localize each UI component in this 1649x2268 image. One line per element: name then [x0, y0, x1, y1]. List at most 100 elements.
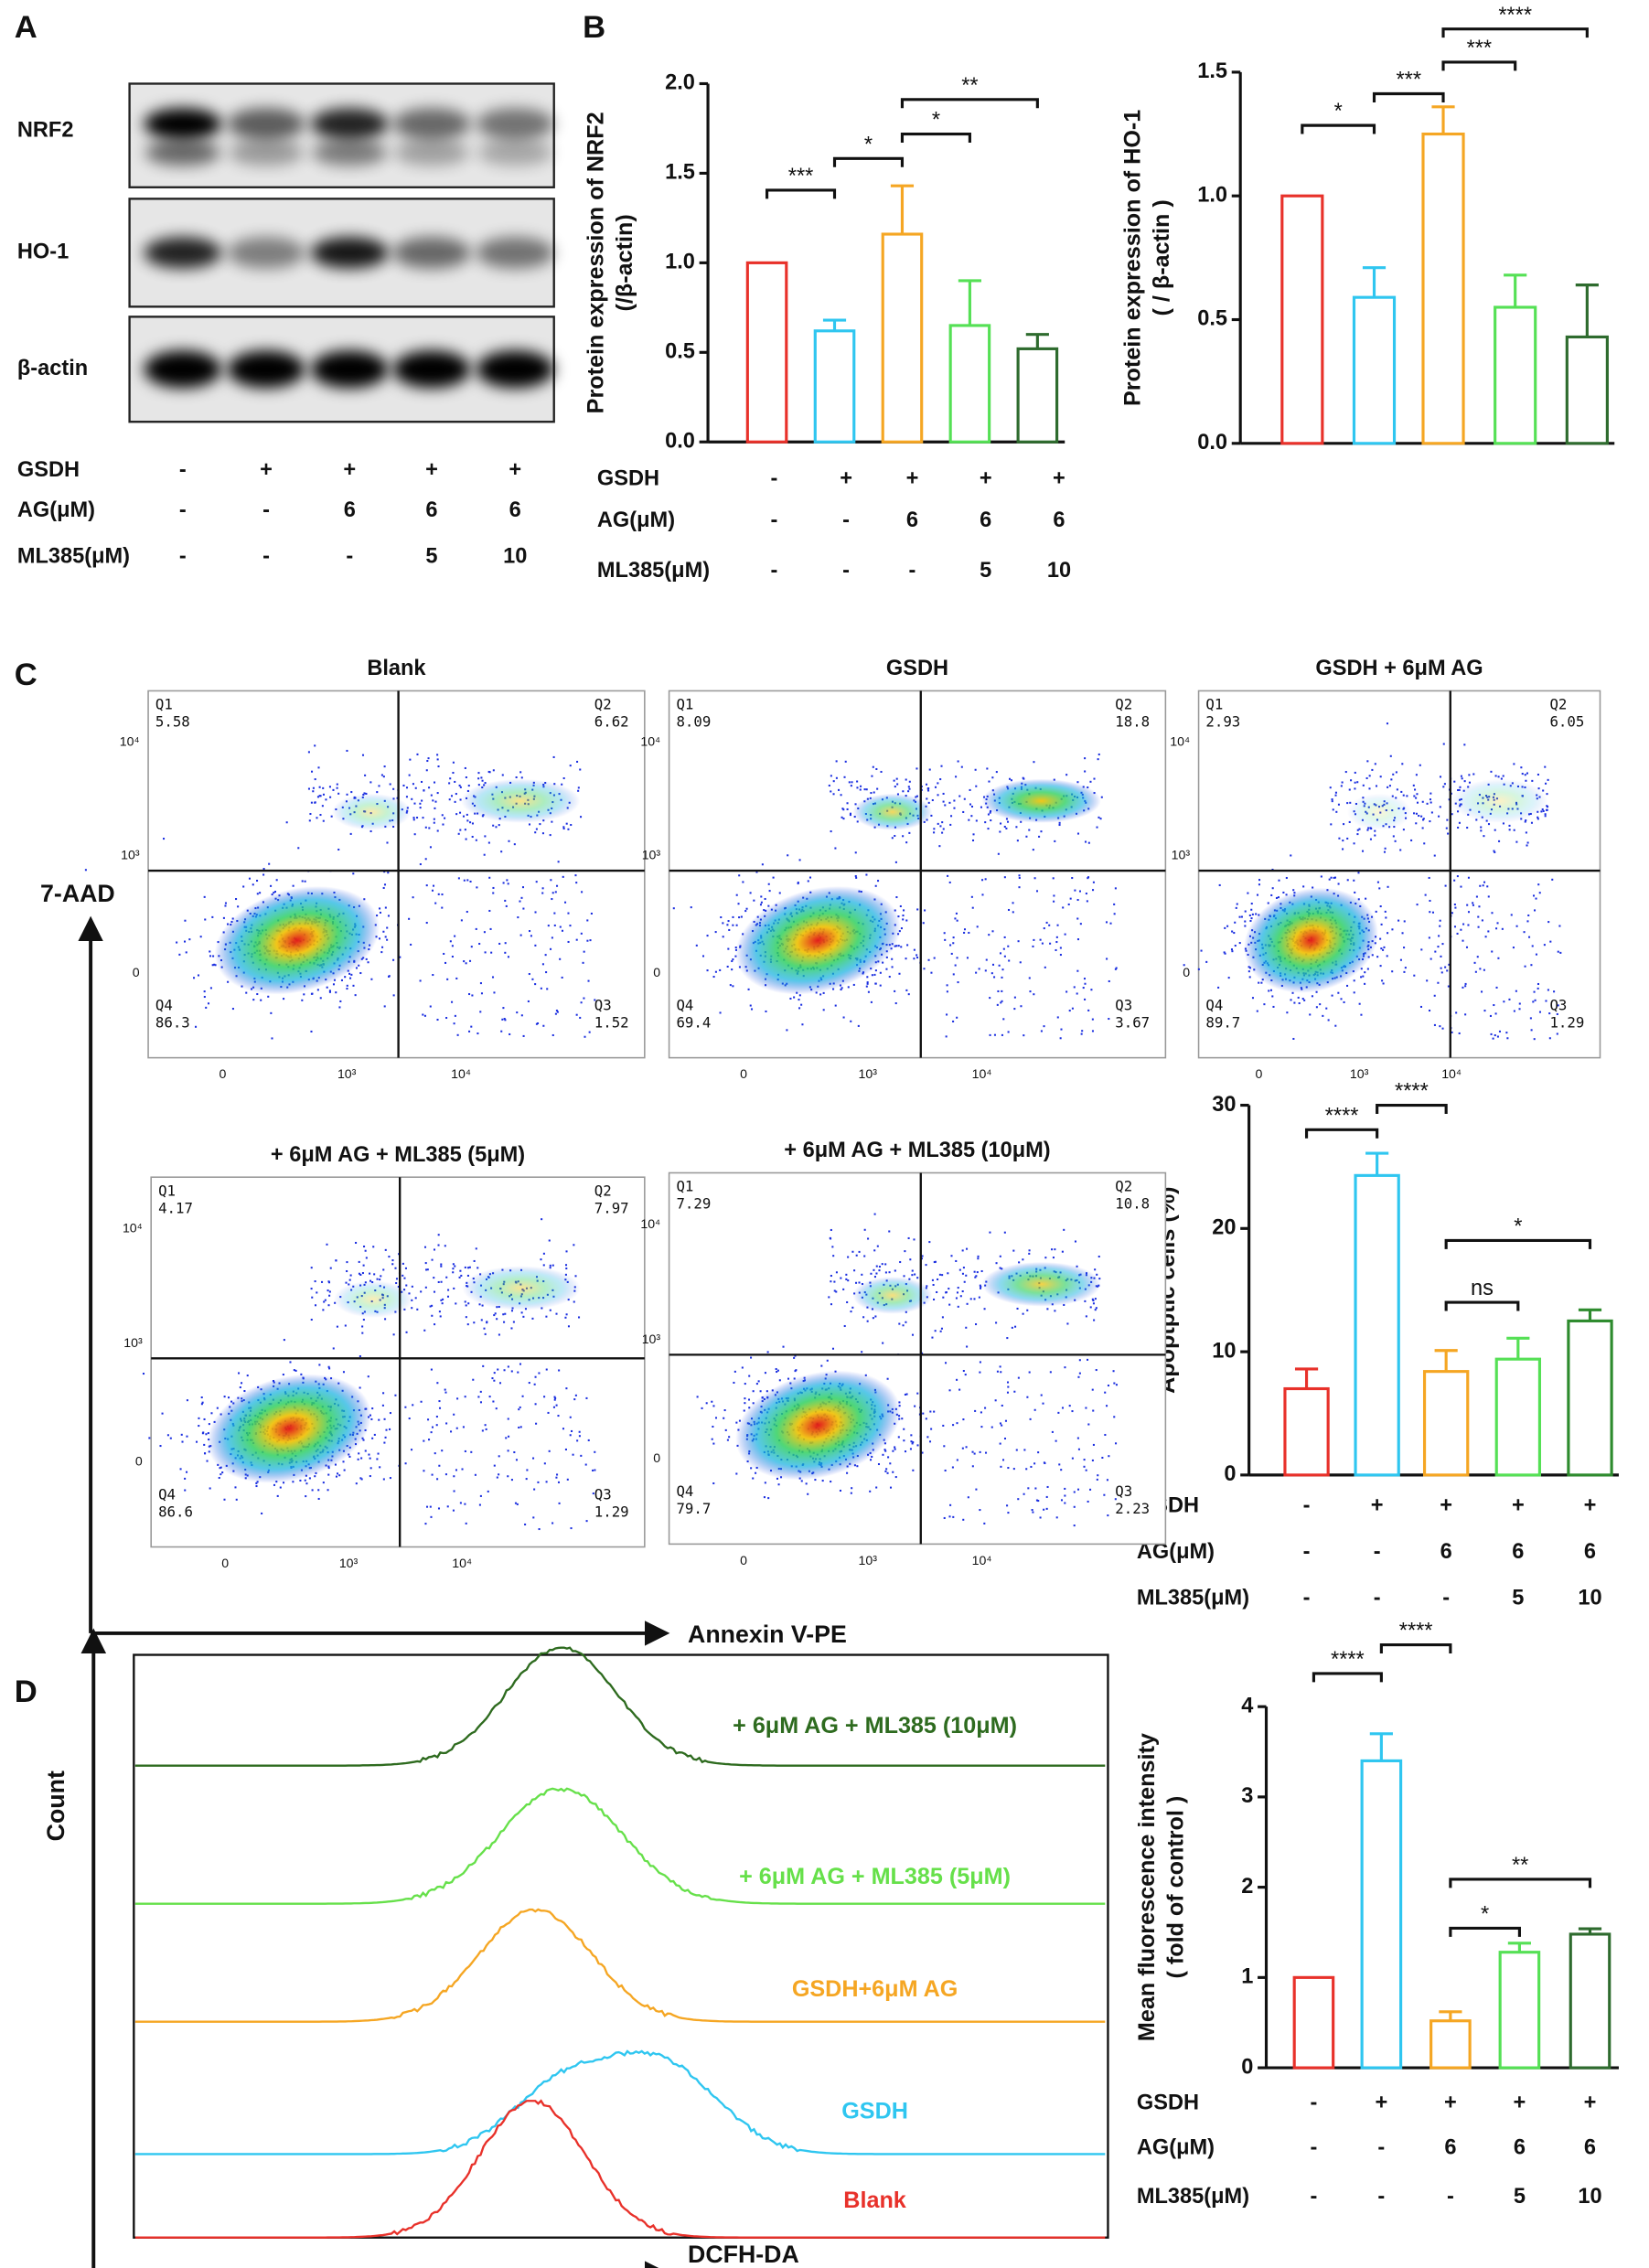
event-dot: [1087, 841, 1090, 844]
event-dot: [431, 1304, 434, 1307]
event-dot: [794, 1370, 797, 1373]
event-dot: [459, 798, 462, 801]
event-dot: [965, 1274, 968, 1277]
event-dot: [906, 944, 909, 947]
event-dot: [476, 1267, 479, 1269]
event-dot: [835, 760, 838, 763]
event-dot: [714, 931, 717, 934]
event-dot: [934, 1330, 937, 1332]
event-dot: [891, 837, 894, 840]
event-dot: [1235, 906, 1237, 909]
event-dot: [1538, 892, 1541, 894]
event-dot: [488, 909, 491, 912]
event-dot: [1290, 999, 1292, 1001]
event-dot: [427, 757, 430, 760]
event-dot: [551, 936, 553, 939]
event-dot: [340, 979, 343, 981]
trace-label: + 6μM AG + ML385 (10μM): [733, 1713, 1017, 1738]
event-dot: [463, 960, 466, 963]
event-dot: [892, 1450, 894, 1452]
event-dot: [424, 858, 427, 861]
event-dot: [1303, 999, 1306, 1001]
event-dot: [1001, 990, 1003, 992]
event-dot: [547, 1411, 550, 1414]
event-dot: [464, 1396, 466, 1398]
event-dot: [369, 829, 372, 833]
quadrant-value: 3.67: [1115, 1013, 1150, 1031]
bar: [948, 324, 991, 444]
event-dot: [1290, 854, 1292, 857]
event-dot: [371, 1437, 374, 1439]
event-dot: [1114, 887, 1117, 890]
x-tick-label: 10³: [1350, 1066, 1369, 1081]
event-dot: [430, 1368, 433, 1371]
event-dot: [497, 1368, 499, 1371]
population: [462, 1266, 581, 1311]
event-dot: [830, 1275, 832, 1278]
event-dot: [1526, 844, 1528, 847]
event-dot: [873, 1268, 875, 1271]
event-dot: [198, 1425, 200, 1428]
event-dot: [1382, 982, 1385, 985]
event-dot: [349, 977, 352, 979]
event-dot: [975, 1322, 978, 1326]
significance-bracket: [832, 156, 905, 167]
event-dot: [1096, 1273, 1098, 1276]
population: [333, 1280, 413, 1318]
event-dot: [1537, 883, 1540, 886]
y-tick-label: 0: [653, 965, 660, 979]
axis-label: 7-AAD: [40, 880, 115, 907]
event-dot: [246, 1375, 249, 1377]
event-dot: [424, 1523, 427, 1525]
axis-label: DCFH-DA: [688, 2241, 799, 2268]
event-dot: [495, 1407, 498, 1410]
event-dot: [1093, 1319, 1096, 1321]
event-dot: [856, 1465, 859, 1468]
event-dot: [1046, 1308, 1049, 1311]
event-dot: [238, 1372, 241, 1375]
event-dot: [995, 1262, 998, 1265]
event-dot: [767, 1497, 770, 1500]
event-dot: [551, 1033, 554, 1037]
event-dot: [531, 978, 534, 980]
event-dot: [420, 1290, 423, 1293]
event-dot: [875, 1486, 878, 1489]
blot-band: [144, 350, 222, 389]
event-dot: [476, 886, 478, 889]
event-dot: [826, 1359, 829, 1362]
event-dot: [322, 1482, 325, 1484]
event-dot: [1033, 761, 1035, 764]
event-dot: [1518, 1002, 1521, 1005]
event-dot: [1410, 839, 1413, 841]
event-dot: [1446, 818, 1449, 821]
event-dot: [856, 780, 859, 783]
event-dot: [957, 760, 959, 763]
event-dot: [798, 1007, 801, 1010]
event-dot: [1069, 897, 1072, 900]
event-dot: [368, 1453, 370, 1456]
event-dot: [1542, 809, 1545, 812]
significance-bracket: [1444, 1238, 1592, 1249]
event-dot: [323, 1300, 326, 1303]
event-dot: [285, 821, 288, 824]
event-dot: [433, 1277, 435, 1279]
event-dot: [342, 1460, 345, 1463]
histogram-trace: [134, 1646, 1106, 1767]
event-dot: [1448, 963, 1451, 966]
treatment-label: GSDH: [17, 457, 80, 481]
event-dot: [362, 1318, 365, 1321]
event-dot: [359, 1273, 362, 1276]
event-dot: [386, 938, 389, 941]
event-dot: [1115, 967, 1118, 969]
event-dot: [1076, 832, 1079, 835]
event-dot: [488, 876, 491, 879]
event-dot: [532, 1457, 535, 1460]
event-dot: [551, 898, 553, 901]
event-dot: [484, 835, 487, 838]
event-dot: [1039, 1516, 1042, 1519]
event-dot: [360, 1457, 363, 1460]
event-dot: [1091, 1298, 1094, 1300]
event-dot: [985, 958, 988, 961]
event-dot: [373, 1433, 376, 1436]
event-dot: [492, 769, 495, 772]
